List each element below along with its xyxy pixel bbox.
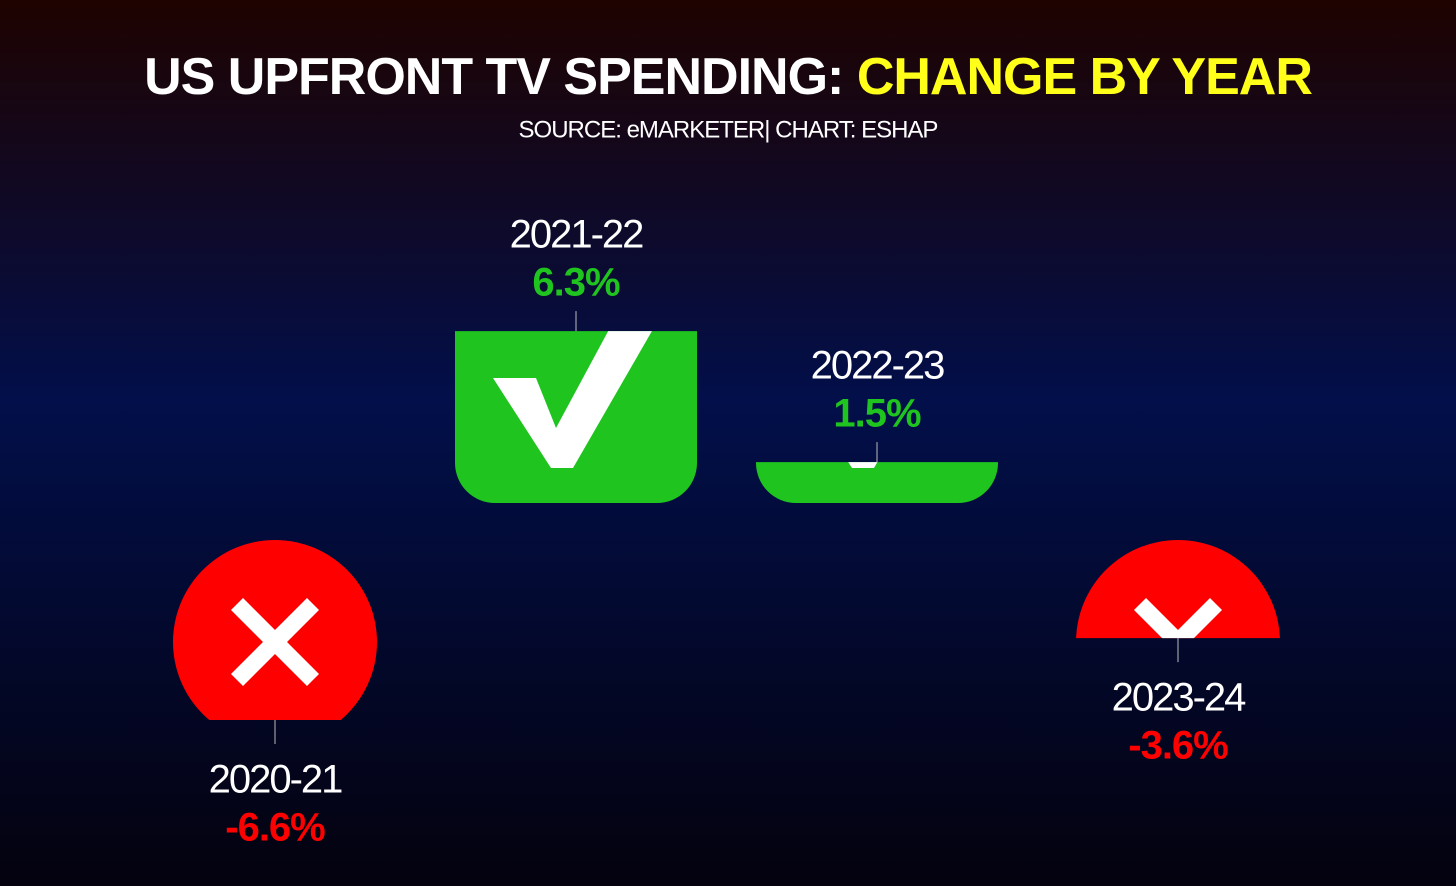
check-mark [848,462,878,468]
cross-circle [1076,540,1280,639]
category-label: 2022-23 [811,344,945,388]
value-label: -6.6% [225,806,325,850]
bar [173,540,377,720]
check-mark [493,331,652,468]
bar [1076,540,1280,639]
category-label: 2020-21 [209,758,343,802]
value-label: 6.3% [532,261,620,305]
value-label: -3.6% [1128,724,1228,768]
category-label: 2023-24 [1112,676,1247,720]
cross-mark [1133,597,1223,639]
title-main: US UPFRONT TV SPENDING: [144,48,843,106]
category-label: 2021-22 [510,213,644,257]
title-highlight: CHANGE BY YEAR [857,48,1313,106]
cross-mark [230,597,320,687]
value-label: 1.5% [833,392,921,436]
subtitle: SOURCE: eMARKETER| CHART: ESHAP [519,116,938,143]
check-box [756,462,998,503]
bar [455,331,697,503]
bar [756,462,998,503]
chart-title: US UPFRONT TV SPENDING: CHANGE BY YEAR [144,48,1312,106]
